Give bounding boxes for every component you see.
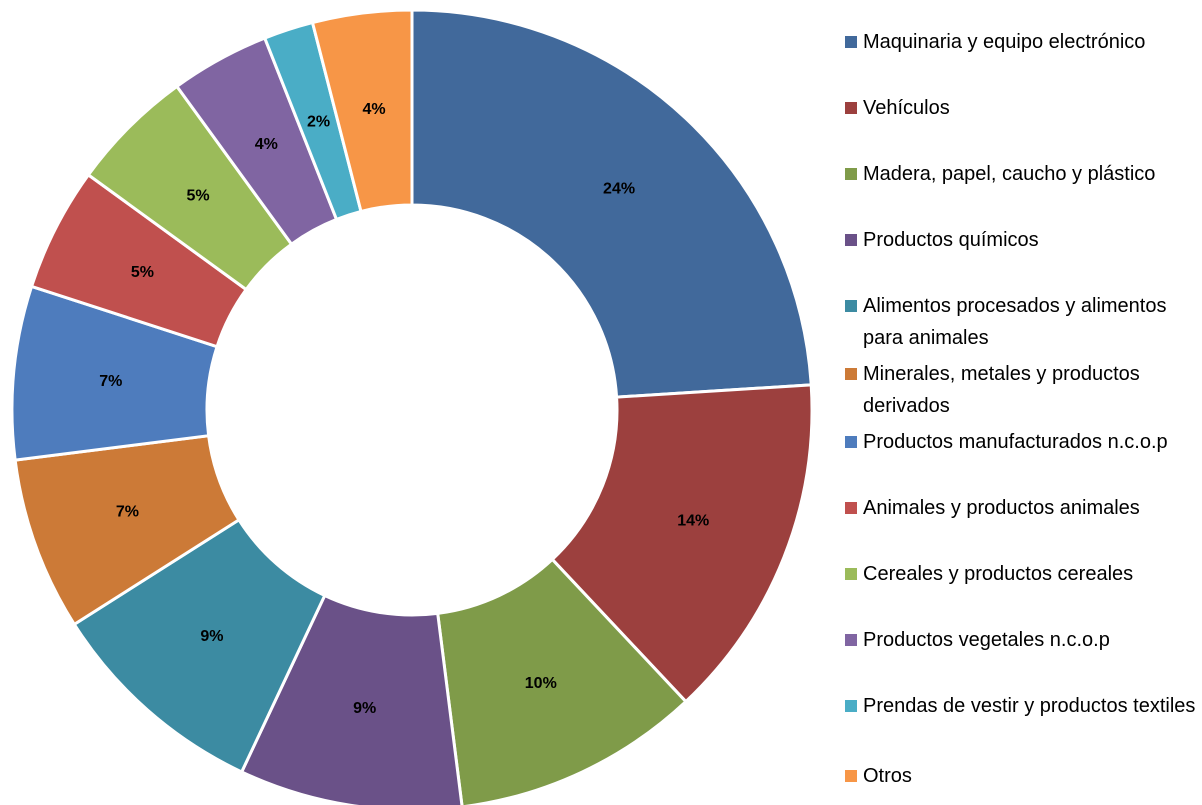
legend-swatch <box>845 234 857 246</box>
legend-label: Animales y productos animales <box>863 497 1140 519</box>
legend-swatch <box>845 300 857 312</box>
data-label: 10% <box>525 675 557 692</box>
legend-label: Productos químicos <box>863 229 1039 251</box>
legend-item: Minerales, metales y productos derivados <box>845 358 1202 422</box>
legend-label: Otros <box>863 765 912 787</box>
legend-label: Alimentos procesados y alimentos para an… <box>863 295 1167 349</box>
legend-item: Productos químicos <box>845 224 1202 256</box>
legend-item: Madera, papel, caucho y plástico <box>845 158 1202 190</box>
legend-swatch <box>845 502 857 514</box>
legend-label: Minerales, metales y productos derivados <box>863 363 1140 417</box>
legend-label: Maquinaria y equipo electrónico <box>863 31 1146 53</box>
legend-label: Productos vegetales n.c.o.p <box>863 629 1110 651</box>
legend-item: Vehículos <box>845 92 1202 124</box>
data-label: 14% <box>677 513 709 530</box>
legend-swatch <box>845 770 857 782</box>
data-label: 7% <box>99 373 122 390</box>
legend-item: Prendas de vestir y productos textiles <box>845 690 1202 722</box>
legend-swatch <box>845 568 857 580</box>
data-label: 4% <box>363 101 386 118</box>
legend-swatch <box>845 436 857 448</box>
data-label: 2% <box>307 114 330 131</box>
legend-swatch <box>845 168 857 180</box>
data-label: 4% <box>255 136 278 153</box>
legend-swatch <box>845 634 857 646</box>
slice <box>436 557 688 805</box>
data-label: 9% <box>353 700 376 717</box>
slice <box>310 8 414 214</box>
legend-item: Otros <box>845 760 1202 792</box>
data-label: 24% <box>603 181 635 198</box>
legend-label: Productos manufacturados n.c.o.p <box>863 431 1168 453</box>
legend-item: Productos manufacturados n.c.o.p <box>845 426 1202 458</box>
legend-item: Productos vegetales n.c.o.p <box>845 624 1202 656</box>
legend-label: Vehículos <box>863 97 950 119</box>
legend-swatch <box>845 700 857 712</box>
legend-item: Maquinaria y equipo electrónico <box>845 26 1202 58</box>
legend-item: Animales y productos animales <box>845 492 1202 524</box>
data-label: 7% <box>116 504 139 521</box>
data-label: 5% <box>131 264 154 281</box>
legend-swatch <box>845 102 857 114</box>
legend-label: Madera, papel, caucho y plástico <box>863 163 1156 185</box>
donut: 24% 14% 10% 9% 9% 7% 7% 5% 5% 4% 2% 4% <box>10 8 814 805</box>
legend-swatch <box>845 36 857 48</box>
legend-label: Prendas de vestir y productos textiles <box>863 695 1196 717</box>
data-label: 5% <box>187 187 210 204</box>
legend-item: Cereales y productos cereales <box>845 558 1202 590</box>
slice <box>410 8 813 399</box>
data-label: 9% <box>200 628 223 645</box>
legend-label: Cereales y productos cereales <box>863 563 1134 585</box>
slice <box>550 383 814 704</box>
legend-swatch <box>845 368 857 380</box>
legend-item: Alimentos procesados y alimentos para an… <box>845 290 1202 354</box>
